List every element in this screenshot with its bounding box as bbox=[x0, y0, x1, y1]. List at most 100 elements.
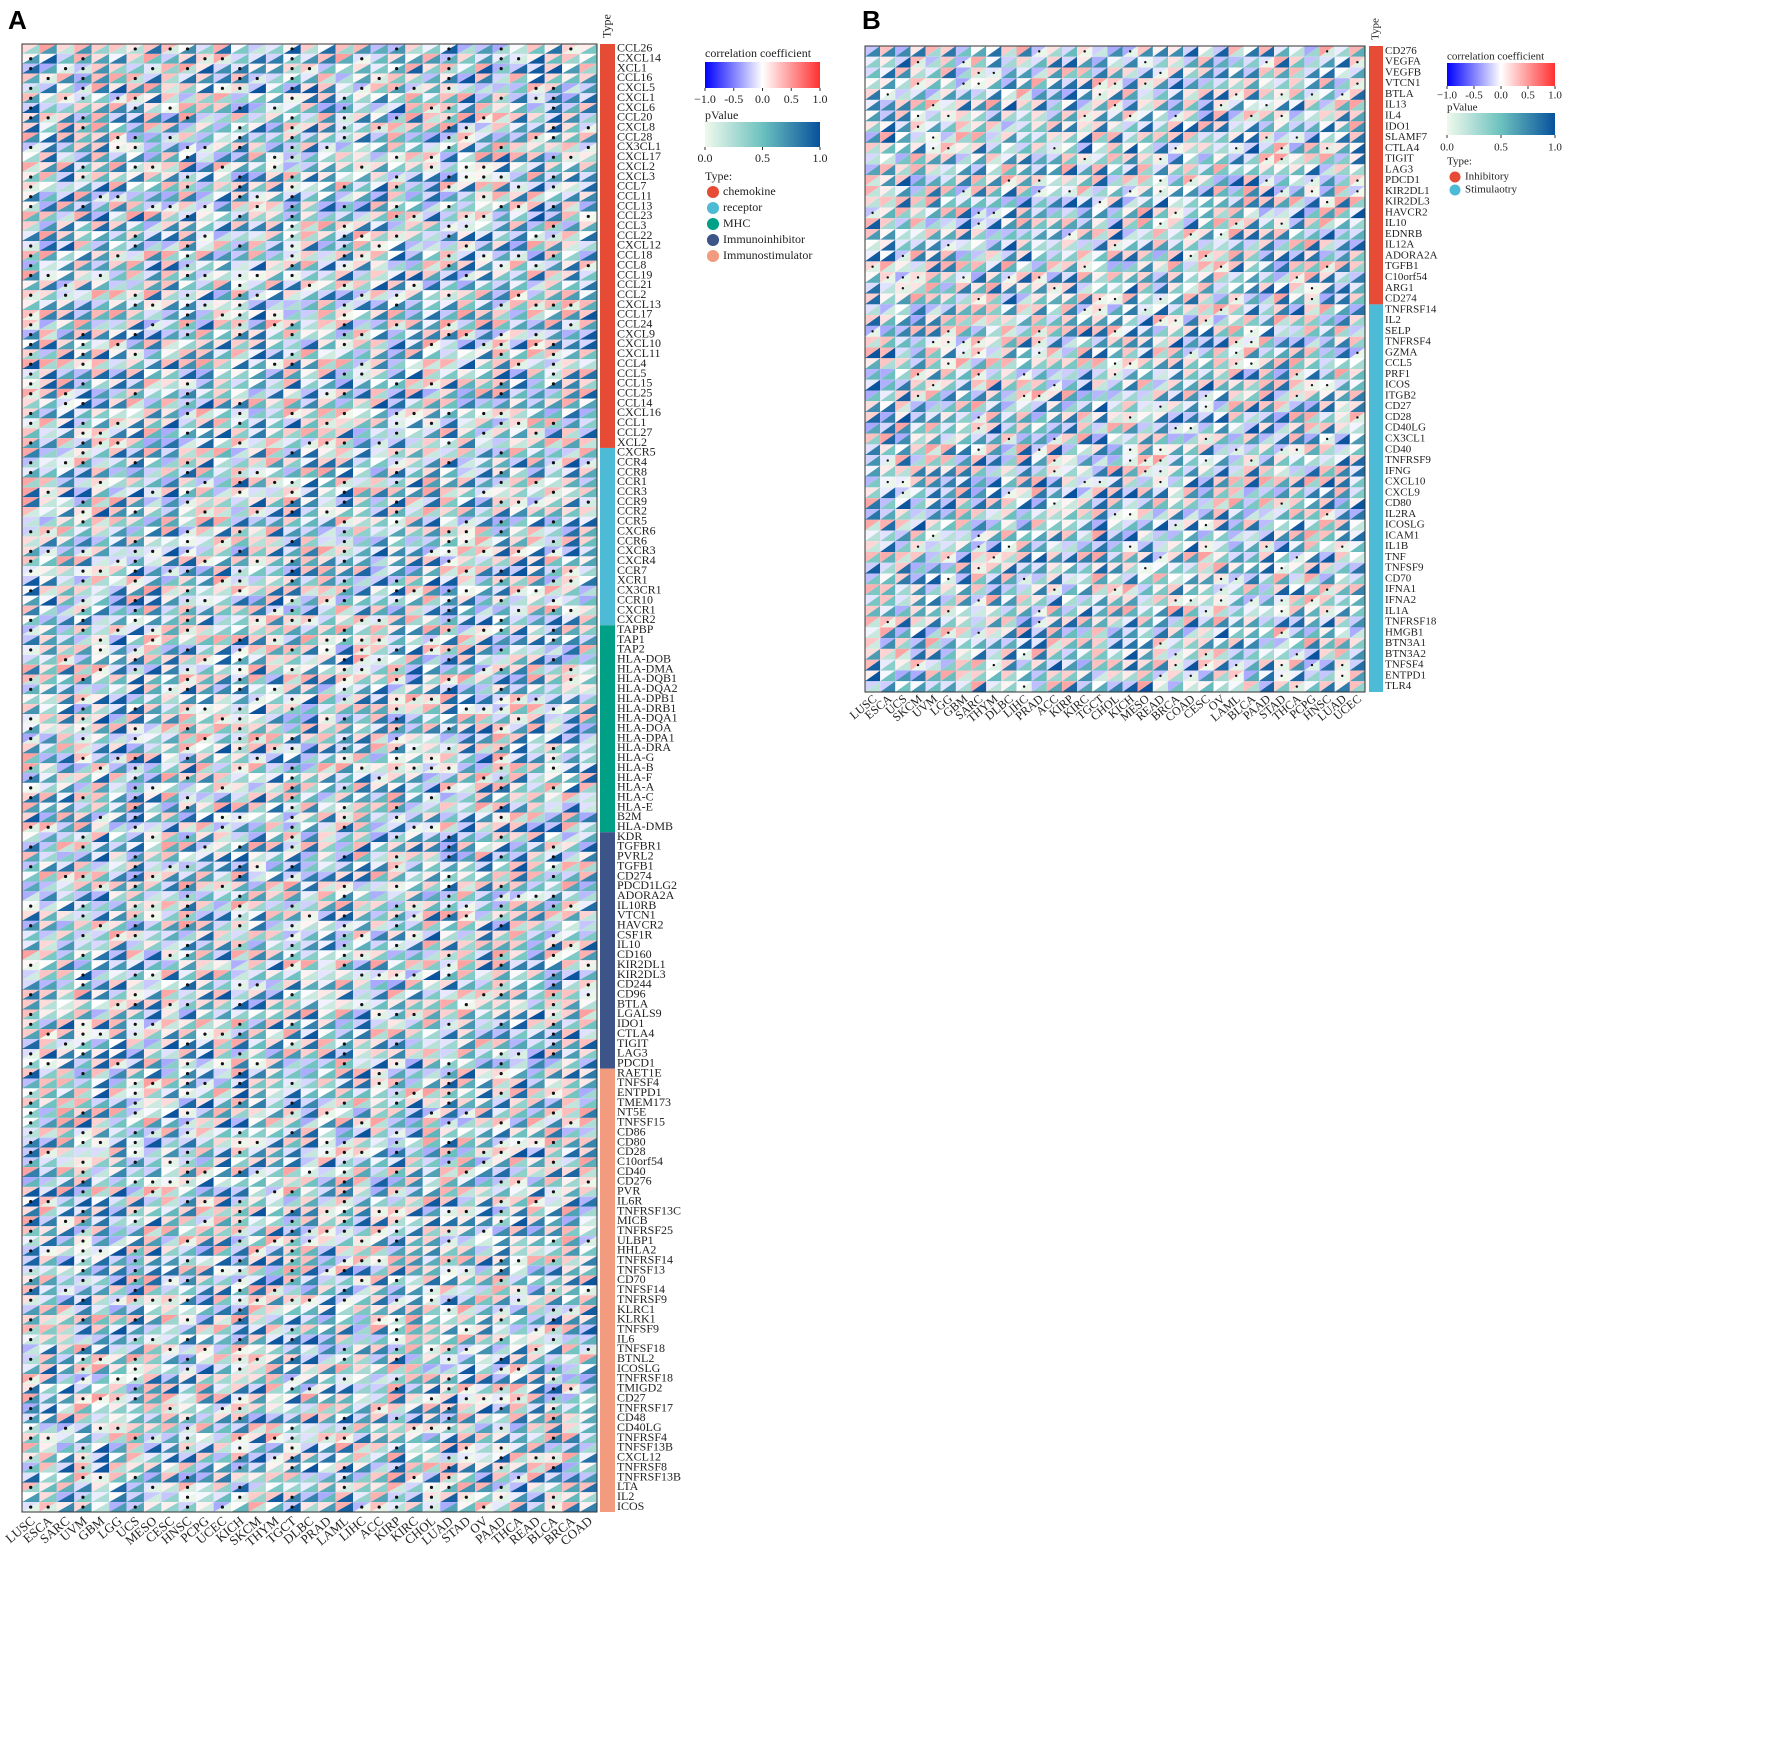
significance-dot bbox=[325, 441, 328, 444]
significance-dot bbox=[81, 116, 84, 119]
significance-dot bbox=[343, 235, 346, 238]
significance-dot bbox=[552, 461, 555, 464]
significance-dot bbox=[447, 294, 450, 297]
significance-dot bbox=[238, 688, 241, 691]
significance-dot bbox=[99, 432, 102, 435]
significance-dot bbox=[238, 589, 241, 592]
significance-dot bbox=[29, 323, 32, 326]
significance-dot bbox=[517, 501, 520, 504]
significance-dot bbox=[134, 609, 137, 612]
significance-dot bbox=[151, 638, 154, 641]
significance-dot bbox=[81, 441, 84, 444]
significance-dot bbox=[186, 264, 189, 267]
significance-dot bbox=[430, 422, 433, 425]
significance-dot bbox=[290, 136, 293, 139]
significance-dot bbox=[186, 412, 189, 415]
significance-dot bbox=[186, 609, 189, 612]
significance-dot bbox=[447, 175, 450, 178]
significance-dot bbox=[500, 579, 503, 582]
significance-dot bbox=[290, 510, 293, 513]
significance-dot bbox=[29, 175, 32, 178]
significance-dot bbox=[116, 629, 119, 632]
significance-dot bbox=[47, 274, 50, 277]
significance-dot bbox=[238, 244, 241, 247]
significance-dot bbox=[29, 589, 32, 592]
significance-dot bbox=[500, 392, 503, 395]
significance-dot bbox=[29, 550, 32, 553]
significance-dot bbox=[412, 412, 415, 415]
significance-dot bbox=[534, 481, 537, 484]
significance-dot bbox=[465, 225, 468, 228]
significance-dot bbox=[134, 648, 137, 651]
significance-dot bbox=[186, 550, 189, 553]
significance-dot bbox=[99, 195, 102, 198]
significance-dot bbox=[430, 343, 433, 346]
significance-dot bbox=[447, 47, 450, 50]
significance-dot bbox=[290, 609, 293, 612]
significance-dot bbox=[186, 333, 189, 336]
significance-dot bbox=[99, 481, 102, 484]
significance-dot bbox=[116, 422, 119, 425]
significance-dot bbox=[552, 225, 555, 228]
significance-dot bbox=[273, 313, 276, 316]
significance-dot bbox=[552, 363, 555, 366]
significance-dot bbox=[273, 106, 276, 109]
significance-dot bbox=[500, 599, 503, 602]
significance-dot bbox=[290, 579, 293, 582]
significance-dot bbox=[447, 648, 450, 651]
significance-dot bbox=[412, 589, 415, 592]
significance-dot bbox=[569, 609, 572, 612]
significance-dot bbox=[395, 87, 398, 90]
significance-dot bbox=[343, 284, 346, 287]
significance-dot bbox=[465, 570, 468, 573]
significance-dot bbox=[552, 540, 555, 543]
significance-dot bbox=[99, 648, 102, 651]
significance-dot bbox=[238, 570, 241, 573]
significance-dot bbox=[343, 441, 346, 444]
significance-dot bbox=[81, 451, 84, 454]
significance-dot bbox=[325, 510, 328, 513]
significance-dot bbox=[238, 136, 241, 139]
significance-dot bbox=[116, 343, 119, 346]
significance-dot bbox=[500, 451, 503, 454]
significance-dot bbox=[534, 432, 537, 435]
significance-dot bbox=[360, 638, 363, 641]
significance-dot bbox=[343, 116, 346, 119]
significance-dot bbox=[186, 432, 189, 435]
significance-dot bbox=[500, 353, 503, 356]
significance-dot bbox=[273, 166, 276, 169]
significance-dot bbox=[29, 294, 32, 297]
significance-dot bbox=[221, 540, 224, 543]
significance-dot bbox=[64, 461, 67, 464]
significance-dot bbox=[186, 185, 189, 188]
significance-dot bbox=[430, 698, 433, 701]
significance-dot bbox=[447, 67, 450, 70]
significance-dot bbox=[465, 589, 468, 592]
significance-dot bbox=[465, 530, 468, 533]
significance-dot bbox=[29, 441, 32, 444]
significance-dot bbox=[81, 609, 84, 612]
significance-dot bbox=[238, 67, 241, 70]
significance-dot bbox=[203, 599, 206, 602]
significance-dot bbox=[552, 205, 555, 208]
significance-dot bbox=[134, 244, 137, 247]
significance-dot bbox=[256, 510, 259, 513]
significance-dot bbox=[29, 560, 32, 563]
significance-dot bbox=[482, 175, 485, 178]
cells bbox=[22, 44, 597, 1512]
significance-dot bbox=[169, 688, 172, 691]
significance-dot bbox=[447, 106, 450, 109]
significance-dot bbox=[238, 638, 241, 641]
significance-dot bbox=[256, 294, 259, 297]
significance-dot bbox=[29, 461, 32, 464]
significance-dot bbox=[151, 303, 154, 306]
significance-dot bbox=[465, 333, 468, 336]
significance-dot bbox=[238, 106, 241, 109]
significance-dot bbox=[343, 501, 346, 504]
significance-dot bbox=[447, 412, 450, 415]
significance-dot bbox=[29, 471, 32, 474]
significance-dot bbox=[116, 441, 119, 444]
significance-dot bbox=[500, 570, 503, 573]
significance-dot bbox=[465, 274, 468, 277]
significance-dot bbox=[360, 87, 363, 90]
